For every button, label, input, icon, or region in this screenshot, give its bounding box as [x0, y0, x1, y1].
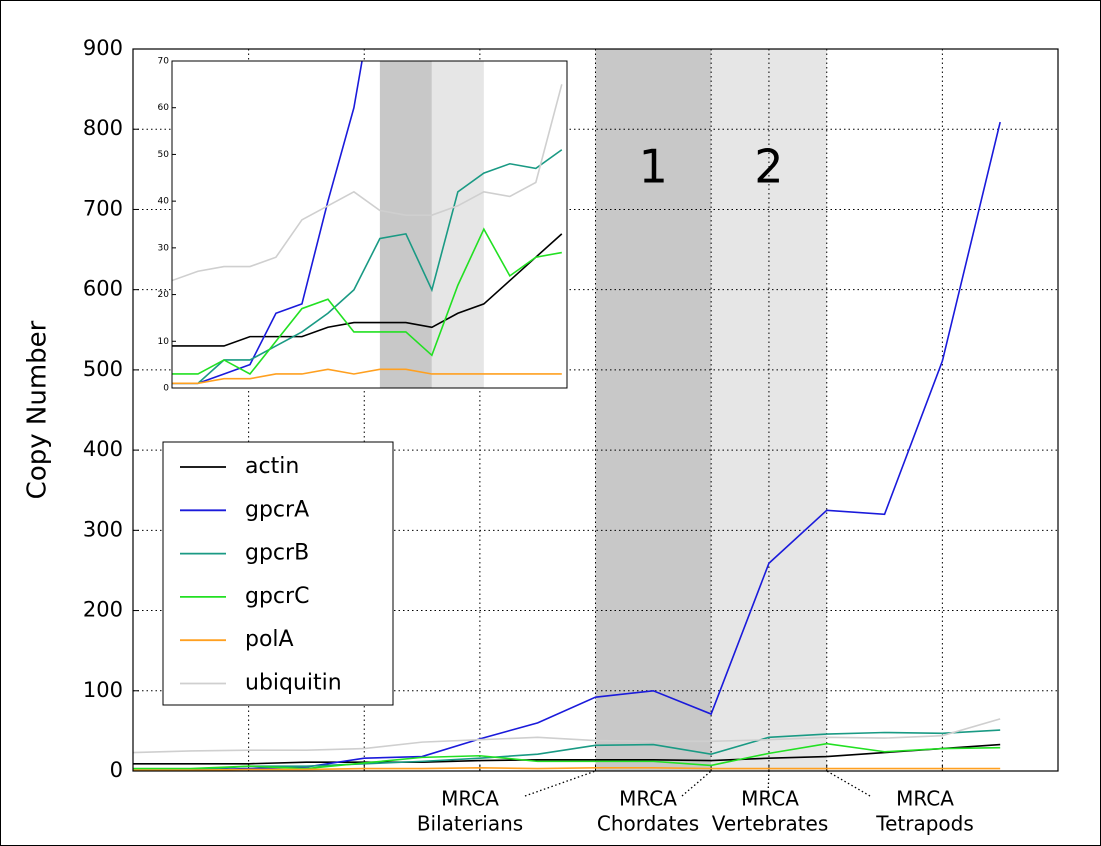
annotation-connector	[524, 770, 596, 797]
series-line	[133, 742, 1001, 770]
inset-y-tick-label: 60	[158, 103, 170, 113]
inset-y-tick-label: 30	[158, 243, 170, 253]
inset-shaded-region	[431, 61, 484, 388]
legend-label: actin	[245, 454, 299, 479]
annotation-text: MRCA	[896, 787, 954, 811]
y-tick-label: 100	[83, 678, 123, 702]
y-tick-label: 600	[83, 277, 123, 301]
y-tick-label: 300	[83, 517, 123, 541]
y-tick-label: 400	[83, 437, 123, 461]
annotation-connector	[826, 770, 871, 797]
inset-y-tick-label: 20	[158, 290, 170, 300]
annotation-text: Bilaterians	[417, 812, 523, 836]
series-line	[133, 729, 1001, 771]
region-label: 1	[639, 140, 668, 194]
y-tick-label: 900	[83, 36, 123, 60]
annotation-text: Chordates	[597, 812, 699, 836]
inset-series-line	[172, 227, 562, 376]
inset-series-line	[172, 368, 562, 385]
inset-y-tick-label: 0	[163, 384, 169, 394]
plot-frame	[132, 48, 1059, 772]
shaded-region	[595, 49, 712, 771]
inset-y-tick-label: 40	[158, 197, 170, 207]
inset-background	[172, 61, 567, 388]
y-axis-label: Copy Number	[23, 320, 53, 499]
inset-series-line	[172, 61, 363, 385]
inset-shaded-region	[379, 61, 432, 388]
inset-series-line	[172, 233, 563, 347]
inset-series-line	[172, 149, 563, 385]
y-tick-label: 200	[83, 598, 123, 622]
legend-label: gpcrB	[245, 541, 309, 566]
inset-series-line	[172, 84, 563, 282]
annotation-text: Tetrapods	[875, 812, 974, 836]
annotation-text: Vertebrates	[712, 812, 829, 836]
series-line	[133, 766, 1001, 771]
legend-label: gpcrA	[245, 497, 309, 522]
legend-label: ubiquitin	[245, 671, 342, 696]
legend-box	[162, 441, 394, 706]
annotation-text: MRCA	[741, 787, 799, 811]
inset-y-tick-label: 10	[158, 337, 170, 347]
inset-y-tick-label: 70	[158, 57, 170, 67]
annotation-connector	[767, 770, 770, 797]
series-line	[133, 743, 1001, 765]
legend-label: polA	[245, 627, 294, 652]
y-tick-label: 500	[83, 357, 123, 381]
inset-plot	[172, 61, 563, 388]
annotation-text: MRCA	[619, 787, 677, 811]
series-line	[132, 718, 1001, 754]
legend-label: gpcrC	[245, 584, 309, 609]
inset-frame	[171, 60, 568, 389]
y-tick-label: 800	[83, 116, 123, 140]
inset-y-tick-label: 50	[158, 150, 170, 160]
y-tick-label: 0	[110, 758, 123, 782]
annotation-text: MRCA	[441, 787, 499, 811]
y-tick-label: 700	[83, 196, 123, 220]
